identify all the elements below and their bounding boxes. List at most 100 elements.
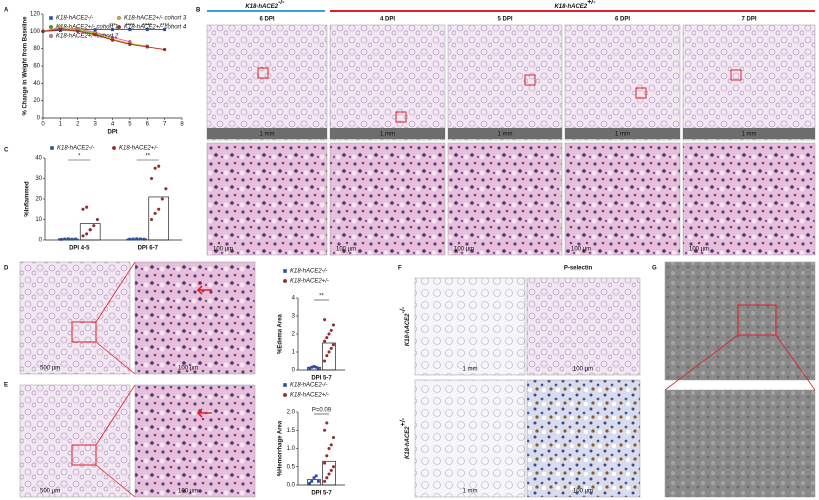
data-point xyxy=(325,476,329,480)
y-tick-label: 20 xyxy=(35,197,42,203)
data-point xyxy=(128,237,132,241)
micrograph xyxy=(564,142,681,256)
data-point xyxy=(157,164,161,168)
y-tick-label: 0.5 xyxy=(287,464,296,470)
data-point xyxy=(85,232,89,236)
y-tick-label: 40 xyxy=(33,81,40,87)
legend-label: K18-hACE2-/- xyxy=(290,269,327,275)
connector xyxy=(95,384,136,446)
gene-name: K18-hACE2 xyxy=(405,313,411,346)
legend-marker xyxy=(283,383,287,387)
data-point xyxy=(145,28,149,32)
micrograph xyxy=(134,384,256,498)
data-point xyxy=(59,237,63,241)
x-tick-label: 5 xyxy=(128,122,132,128)
legend-label: K18-hACE2+/- xyxy=(290,279,329,285)
x-tick-label: DPI 6-7 xyxy=(138,246,159,252)
data-point xyxy=(314,474,318,478)
data-point xyxy=(93,33,97,37)
data-point xyxy=(325,421,329,425)
legend-marker xyxy=(117,16,121,20)
micrograph xyxy=(526,277,641,376)
data-point xyxy=(316,366,320,370)
y-tick-label: 120 xyxy=(30,12,41,18)
significance: **** xyxy=(143,24,153,30)
scale-strip xyxy=(207,128,327,139)
data-point xyxy=(331,435,335,440)
x-tick-label: 1 xyxy=(59,122,63,128)
data-point xyxy=(153,211,157,215)
zoom-box xyxy=(71,321,97,343)
micrograph xyxy=(564,24,681,141)
data-point xyxy=(149,217,154,222)
x-tick-label: 2 xyxy=(76,122,80,128)
y-tick-label: 1.5 xyxy=(287,428,296,434)
data-point xyxy=(323,428,327,432)
y-tick-label: 40 xyxy=(35,156,42,162)
x-tick-label: DPI 4-5 xyxy=(69,246,90,252)
data-point xyxy=(316,479,320,483)
scale-label: 1 mm xyxy=(498,132,513,138)
connector xyxy=(664,334,739,391)
scale-label: 500 µm xyxy=(40,366,60,372)
data-point xyxy=(149,176,154,181)
data-point xyxy=(325,354,329,358)
panel-label: B xyxy=(196,8,201,14)
data-point xyxy=(310,479,314,483)
panel-label: E xyxy=(4,383,8,389)
scale-label: 100 µm xyxy=(573,489,593,495)
scale-label: 500 µm xyxy=(40,489,60,495)
data-point xyxy=(325,336,329,340)
legend-label: K18-hACE2-/- xyxy=(57,146,94,152)
significance: * xyxy=(78,154,81,160)
data-point xyxy=(323,461,327,465)
genotype-label: K18-hACE2+/- xyxy=(554,0,596,10)
genotype: -/- xyxy=(400,306,407,313)
data-point xyxy=(325,454,329,458)
data-point xyxy=(323,359,327,363)
data-point xyxy=(164,187,168,191)
scale-label: 100 µm xyxy=(336,247,356,253)
scale-label: 1 mm xyxy=(380,132,395,138)
genotype: +/- xyxy=(400,417,407,426)
significance: *** xyxy=(109,24,117,30)
data-point xyxy=(331,343,335,347)
scale-label: 100 µm xyxy=(689,247,709,253)
y-tick-label: 10 xyxy=(35,217,42,223)
connector xyxy=(95,464,136,498)
y-tick-label: 60 xyxy=(33,64,40,70)
significance: **** xyxy=(125,24,135,30)
connector xyxy=(95,261,136,323)
bar xyxy=(322,342,336,371)
data-point xyxy=(93,28,97,32)
micrograph xyxy=(414,277,526,376)
zoom-box xyxy=(737,304,777,336)
y-tick-label: 0.0 xyxy=(287,483,296,489)
column-header: 6 DPI xyxy=(259,17,274,23)
x-tick-label: 8 xyxy=(180,122,184,128)
micrograph xyxy=(447,24,563,141)
y-tick-label: 0 xyxy=(39,238,43,244)
scale-strip xyxy=(683,128,815,139)
data-point xyxy=(329,328,333,332)
data-point xyxy=(327,446,331,451)
data-point xyxy=(323,339,327,343)
y-tick-label: 80 xyxy=(33,46,40,52)
data-point xyxy=(312,476,316,480)
micrograph xyxy=(682,24,816,141)
data-point xyxy=(331,465,335,469)
micrograph xyxy=(206,142,328,256)
legend-label: K18-hACE2+/- cohort 2 xyxy=(56,34,119,40)
data-point xyxy=(308,366,311,370)
scale-strip xyxy=(330,128,445,139)
y-axis-label: %Inflammed xyxy=(25,181,31,217)
micrograph xyxy=(414,379,526,498)
series-line xyxy=(42,29,165,50)
legend-marker xyxy=(283,279,287,283)
data-point xyxy=(310,365,314,369)
micrograph xyxy=(664,261,816,381)
genotype: +/- xyxy=(587,0,596,6)
data-point xyxy=(131,237,135,241)
legend-label: K18-hACE2+/- cohort 3 xyxy=(124,16,187,22)
legend-label: K18-hACE2+/- xyxy=(119,146,158,152)
